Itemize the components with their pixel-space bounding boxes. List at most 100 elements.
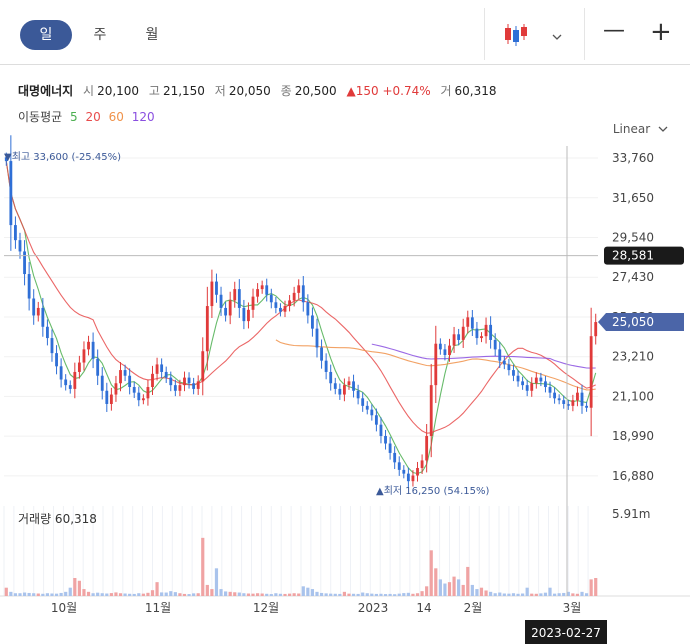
volume-bar (525, 587, 529, 596)
candle (23, 251, 26, 275)
volume-bar (287, 593, 292, 596)
ma-line-5 (5, 161, 597, 475)
candle (55, 353, 58, 367)
candle (41, 307, 45, 327)
y-tick-label: 25,320 (612, 310, 654, 324)
candle (187, 377, 191, 384)
volume-bar (68, 587, 72, 596)
candle (297, 285, 301, 293)
volume-bar (18, 593, 22, 596)
last-price-tag (598, 313, 684, 332)
volume-bar (13, 593, 18, 596)
volume-bar (338, 593, 342, 596)
candle (374, 415, 378, 425)
candle (425, 435, 429, 461)
candle (411, 475, 415, 482)
candle (507, 364, 511, 371)
candle (27, 274, 31, 299)
volume-bar (315, 591, 319, 596)
volume-bar (118, 593, 123, 596)
zoom-out-button[interactable]: — (603, 18, 625, 43)
candle (183, 377, 186, 386)
scale-selector[interactable]: Linear (613, 122, 668, 136)
volume-bar (406, 592, 410, 596)
ma-120: 120 (131, 110, 155, 124)
candle (146, 387, 150, 399)
ma-line-60 (275, 339, 596, 391)
candle (59, 366, 63, 380)
x-tick-label: 12월 (253, 601, 279, 615)
volume-bar (4, 587, 8, 596)
tab-week[interactable]: 주 (93, 27, 107, 43)
volume-bar (50, 593, 54, 596)
volume-bar (580, 591, 584, 596)
volume-bar (374, 593, 378, 596)
volume-bar (86, 591, 91, 596)
x-tick-label: 3월 (563, 601, 582, 615)
candle (580, 392, 584, 406)
candle (448, 345, 451, 356)
candle (141, 398, 145, 401)
last-price-label: 25,050 (612, 315, 654, 329)
low-label: 저 (214, 84, 226, 98)
stock-name: 대명에너지 (18, 84, 74, 98)
volume-bar (32, 593, 36, 596)
candle (562, 400, 566, 404)
candle (594, 322, 598, 337)
volume-bar (201, 537, 205, 596)
candle (530, 383, 534, 391)
candle (429, 385, 433, 436)
candle (443, 349, 447, 356)
chevron-down-icon[interactable] (552, 26, 562, 45)
candle (215, 281, 218, 295)
y-tick-label: 31,650 (612, 191, 654, 205)
zoom-in-button[interactable]: + (650, 17, 672, 47)
volume-bar (242, 593, 246, 596)
volume-bar (534, 593, 538, 596)
volume-bar (100, 593, 104, 596)
candle (155, 364, 159, 374)
candle (274, 302, 278, 308)
volume-bar (342, 591, 347, 596)
volume-bar (470, 584, 474, 596)
candlestick-icon[interactable] (502, 22, 530, 48)
volume-bar (415, 593, 420, 596)
candle (566, 403, 570, 406)
volume-bar (457, 579, 461, 596)
volume-bar (146, 592, 150, 596)
volume-bar (379, 593, 383, 596)
candle (237, 289, 241, 308)
candle (169, 377, 173, 386)
candle (36, 307, 40, 316)
candle (50, 338, 54, 354)
candle (132, 387, 136, 393)
candle (484, 324, 488, 337)
volume-bar (562, 592, 566, 596)
stock-info: 대명에너지 시 20,100 고 21,150 저 20,050 종 20,500 ▲1… (18, 82, 503, 99)
crosshair-price-tag (604, 246, 684, 265)
volume-bar (397, 593, 401, 596)
volume-bar (351, 593, 356, 596)
volume-bar (361, 592, 365, 596)
candle (137, 392, 141, 401)
volume-bar (571, 593, 575, 596)
high-label: 고 (148, 84, 160, 98)
volume-bar (425, 586, 429, 596)
candle (544, 381, 547, 388)
candle (279, 307, 282, 312)
tab-day[interactable]: 일 (20, 20, 72, 50)
volume-bar (109, 593, 113, 596)
volume-bar (548, 587, 552, 596)
candle (365, 405, 369, 410)
candle (434, 343, 438, 386)
candle (338, 388, 342, 395)
volume-bar (77, 580, 81, 596)
volume-bar (310, 589, 315, 596)
volume-bar (27, 592, 31, 596)
volume-bar (187, 594, 191, 596)
candle (96, 358, 100, 376)
volume-bar (411, 593, 415, 596)
volume-bar (479, 587, 484, 596)
tab-month[interactable]: 월 (145, 27, 159, 43)
volume-bar (438, 579, 442, 596)
